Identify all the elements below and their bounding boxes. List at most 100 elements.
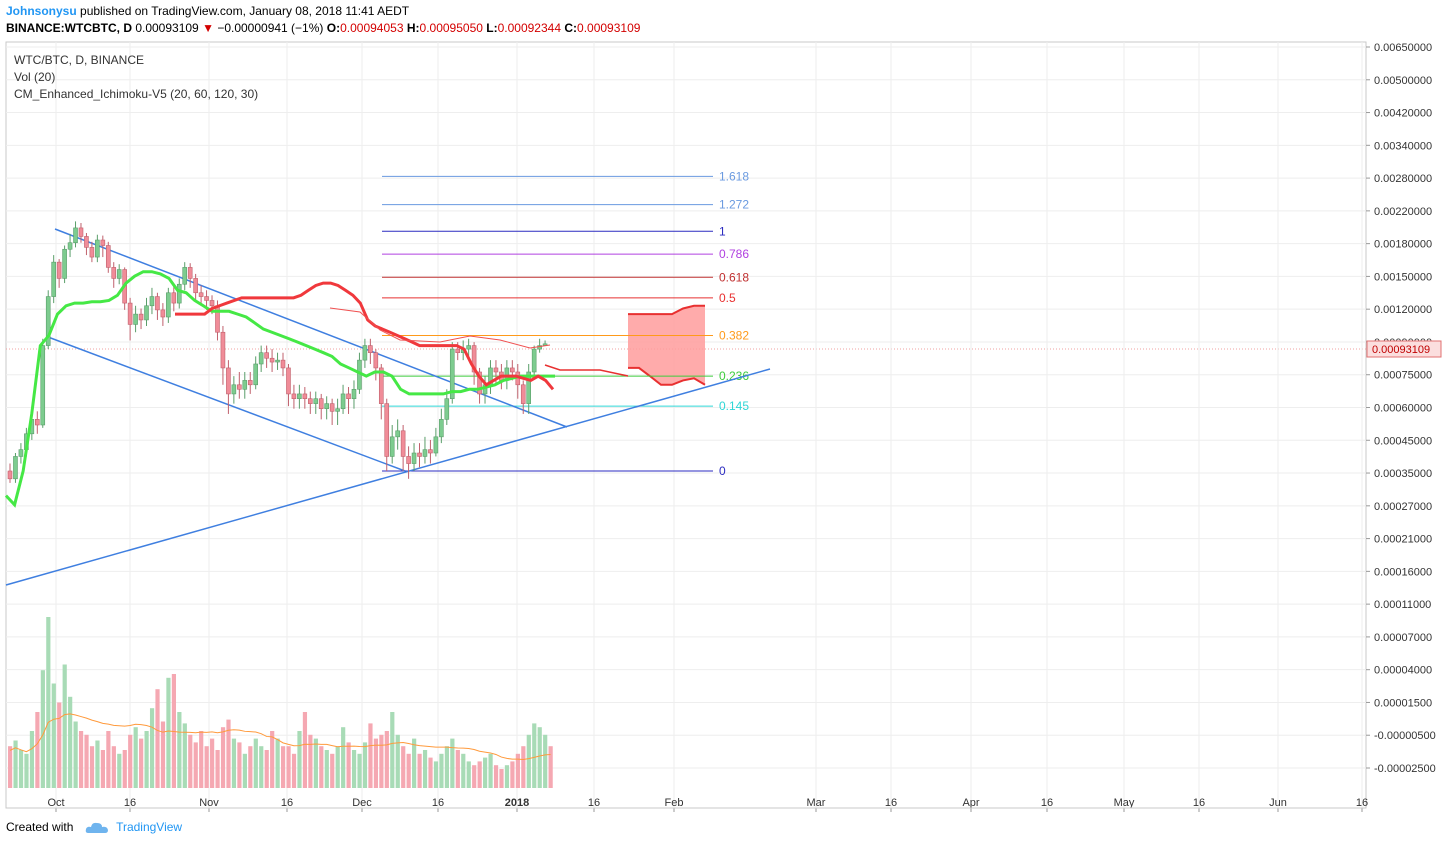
candle-body [78,227,84,237]
candle-body [455,348,461,353]
volume-bar [160,721,166,788]
candle-body [73,227,78,244]
candle-body [318,398,324,410]
volume-bar [259,746,264,788]
volume-bar [100,750,106,788]
candle-body [307,398,313,404]
candle-body [51,261,56,297]
price-chart[interactable]: 1.618 1.272 1 0.786 0.618 0.5 0.382 0.236 0.145 0… [0,40,1448,815]
close-value: 0.00093109 [577,21,641,35]
volume-bar [231,738,237,788]
volume-bar [68,696,73,788]
volume-bar [401,746,406,788]
volume-bar [477,761,482,788]
volume-bar [204,746,209,788]
chart-header: Johnsonysu published on TradingView.com,… [6,3,1436,41]
fib-label: 0.236 [719,369,749,383]
candle-body [7,470,13,480]
time-tick-label: 16 [1041,797,1053,809]
open-label: O: [326,21,341,35]
volume-bar [8,746,13,788]
time-tick-label: 16 [124,797,136,809]
fib-label: 0.382 [719,328,749,342]
tradingview-link[interactable]: TradingView [116,820,183,834]
candle-body [433,436,439,454]
volume-bar [122,750,127,788]
price-tick-label: 0.00045000 [1374,435,1432,447]
volume-bar [117,753,122,788]
ohlc-line: BINANCE:WTCBTC, D 0.00093109 ▼ −0.000009… [6,20,1436,37]
volume-bar [95,740,100,788]
price-tick-label: 0.00420000 [1374,108,1432,120]
volume-bar [335,746,340,788]
legend-volume: Vol (20) [14,70,55,84]
candle-body [368,345,373,353]
time-tick-label: Nov [199,797,219,809]
candle-body [84,236,89,248]
candle-body [247,380,253,386]
candle-body [56,261,62,279]
fib-label: 1 [719,224,726,238]
candle-body [226,367,231,395]
volume-bar [215,750,220,788]
volume-bar [133,727,138,788]
volume-bar [493,765,499,788]
volume-bar [13,740,18,788]
time-axis[interactable]: Oct 16 Nov 16 Dec 16 2018 16 Feb Mar 16 Apr 16 May 16 J… [6,797,1368,812]
legend-ichimoku: CM_Enhanced_Ichimoku-V5 (20, 60, 120, 30… [14,87,258,101]
cloud-top-line [628,304,705,316]
volume-bar [422,750,428,788]
cloud-area [628,305,705,385]
candle-body [67,242,73,250]
candle-body [209,300,215,307]
volume-bar [450,738,455,788]
volume-bar [483,757,488,788]
volume-bar [504,765,510,788]
volume-bar [248,746,253,788]
candle-body [127,302,133,325]
candle-body [477,371,482,395]
price-tick-label: 0.00075000 [1374,370,1432,382]
candle-body [160,309,166,318]
volume-bar [237,742,242,788]
grid [6,42,1366,808]
candle-body [13,456,18,480]
volume-bar [324,750,329,788]
volume-bar [417,753,422,788]
footer: Created with TradingView [6,820,182,840]
volume-bar [188,734,193,788]
volume-bar [62,664,67,788]
price-tick-label: 0.00150000 [1374,271,1432,283]
price-tick-label: 0.00027000 [1374,501,1432,513]
candle-body [531,348,537,373]
time-tick-label: 16 [1193,797,1205,809]
last-price: 0.00093109 [135,21,199,35]
channel-lower-line [47,336,406,472]
candle-body [40,345,46,426]
candle-body [378,367,384,404]
volume-bar [461,753,466,788]
volume-bar [35,712,40,788]
volume-bar [297,731,302,788]
high-label: H: [406,21,420,35]
legend-symbol: WTC/BTC, D, BINANCE [14,53,144,67]
volume-bar [472,765,477,788]
price-axis[interactable]: 0.00650000 0.00500000 0.00420000 0.00340000… [1366,42,1442,775]
volume-bar [199,731,204,788]
legend: WTC/BTC, D, BINANCE Vol (20) CM_Enhanced… [14,53,258,101]
candle-body [144,305,149,321]
candle-body [275,359,280,363]
author-link[interactable]: Johnsonysu [6,4,77,18]
candle-body [439,419,444,438]
candle-body [171,292,177,304]
volume-bar [84,734,89,788]
candle-body [286,367,291,395]
volume-bar [384,731,389,788]
fib-label: 1.618 [719,169,749,183]
volume-bar [526,734,531,788]
fib-label: 0.145 [719,399,749,413]
low-label: L: [486,21,498,35]
candle-body [237,384,242,390]
time-tick-label: 16 [885,797,897,809]
volume-bar [51,683,56,788]
